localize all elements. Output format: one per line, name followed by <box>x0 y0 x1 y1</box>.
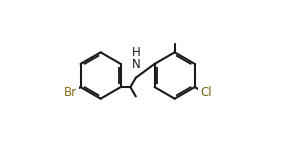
Text: H
N: H N <box>132 46 140 71</box>
Text: Br: Br <box>63 86 77 99</box>
Text: Cl: Cl <box>200 86 212 99</box>
